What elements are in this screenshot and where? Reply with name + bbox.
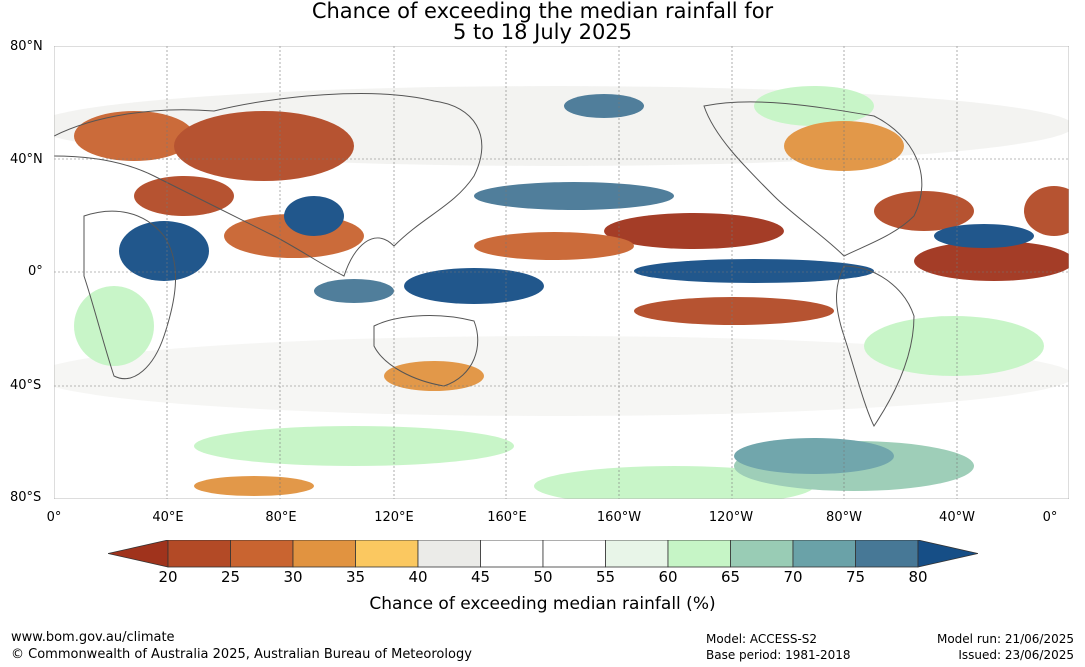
colorbar-segment [792,540,856,568]
footer-model: Model: ACCESS-S2 [706,632,818,646]
colorbar-tick-label: 55 [595,568,616,586]
colorbar-segment [605,540,669,568]
footer-issued: Issued: 23/06/2025 [958,648,1074,662]
lat-label: 80°S [10,490,42,505]
lon-label: 80°E [265,510,297,525]
colorbar-tick-label: 80 [908,568,928,586]
chart-title-line1: Chance of exceeding the median rainfall … [311,0,774,23]
lon-label: 0° [46,510,62,525]
colorbar [108,540,978,568]
lon-label: 120°W [708,510,754,525]
lon-label: 80°W [826,510,862,525]
colorbar-segment [855,540,919,568]
chart-title-line2: 5 to 18 July 2025 [452,20,633,44]
map-coastlines [54,93,923,427]
rainfall-map [54,46,1069,499]
lon-label: 160°E [487,510,527,525]
colorbar-tick-label: 20 [158,568,178,586]
footer-url[interactable]: www.bom.gov.au/climate [11,630,175,645]
map-graticule [54,46,1069,499]
colorbar-segment [230,540,294,568]
lon-label: 40°W [939,510,975,525]
lon-label: 120°E [374,510,414,525]
colorbar-tick-label: 70 [783,568,803,586]
lon-label: 40°E [152,510,184,525]
colorbar-segment [355,540,419,568]
colorbar-extend-low [108,540,169,568]
lat-label: 80°N [10,39,43,54]
colorbar-tick-label: 75 [845,568,866,586]
colorbar-tick-label: 45 [470,568,491,586]
lon-label: 0° [1042,510,1058,525]
lat-label: 40°S [10,378,42,393]
colorbar-tick-label: 40 [408,568,428,586]
colorbar-segment [730,540,794,568]
lon-label: 160°W [596,510,642,525]
colorbar-tick-label: 30 [283,568,303,586]
colorbar-segment [480,540,544,568]
colorbar-segment [167,540,231,568]
colorbar-title: Chance of exceeding median rainfall (%) [369,594,716,614]
colorbar-segment [292,540,356,568]
footer-base-period: Base period: 1981-2018 [706,648,851,662]
colorbar-tick-label: 65 [720,568,741,586]
colorbar-tick-label: 25 [220,568,241,586]
colorbar-tick-label: 60 [658,568,678,586]
colorbar-segment [667,540,731,568]
lat-label: 40°N [10,152,43,167]
colorbar-extend-high [917,540,978,568]
colorbar-tick-label: 50 [533,568,553,586]
lat-label: 0° [28,264,43,279]
footer-copyright: © Commonwealth of Australia 2025, Austra… [11,647,472,662]
colorbar-segment [542,540,606,568]
footer-model-run: Model run: 21/06/2025 [936,632,1074,646]
map-anomaly-field [54,86,1069,499]
colorbar-tick-label: 35 [345,568,366,586]
colorbar-segment [417,540,481,568]
